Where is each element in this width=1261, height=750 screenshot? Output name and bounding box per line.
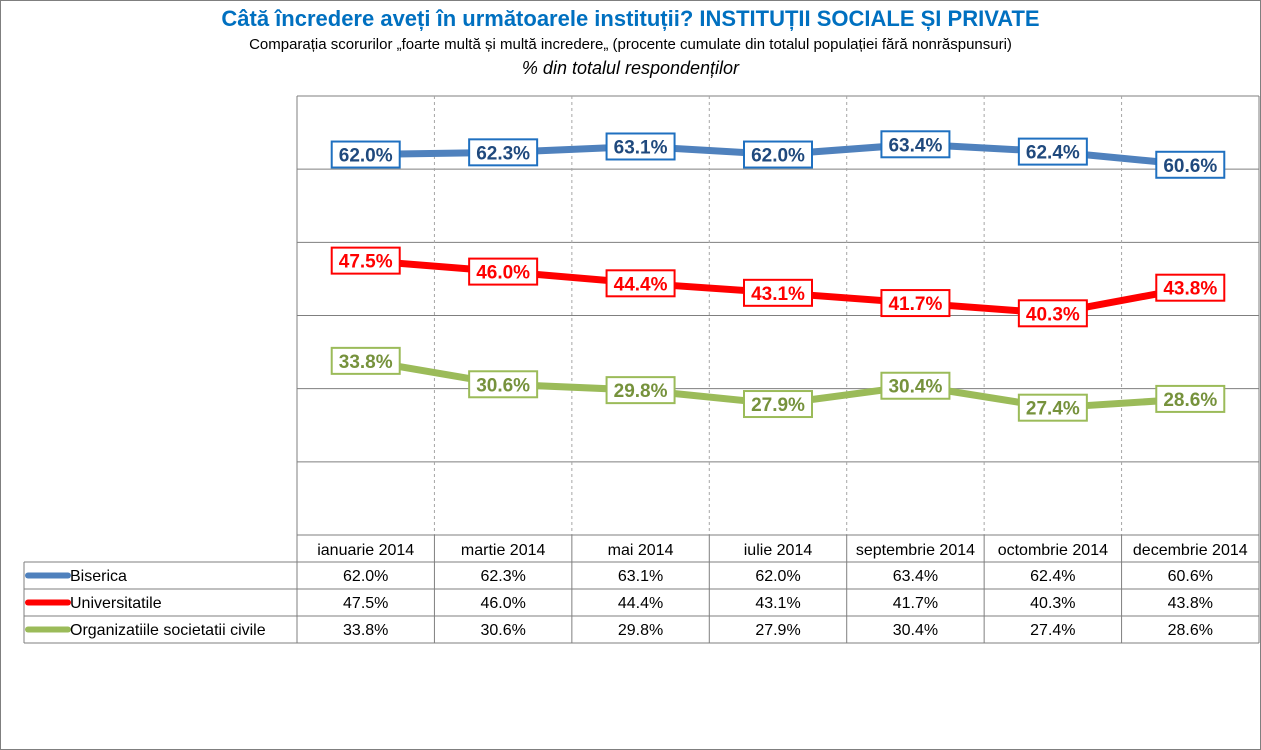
data-label-box [880,371,951,400]
table-cell: 27.4% [1030,622,1075,639]
data-label-box [880,130,951,159]
legend-label: Biserica [70,568,127,585]
data-label: 30.6% [476,375,530,396]
category-label: mai 2014 [608,542,674,559]
data-label: 29.8% [614,381,668,402]
data-label: 62.0% [339,146,393,167]
table-cell: 62.3% [480,568,525,585]
data-label-box [605,132,676,161]
data-label-box [468,370,539,399]
table-cell: 33.8% [343,622,388,639]
table-cell: 62.4% [1030,568,1075,585]
data-label-box [1155,384,1226,413]
table-cell: 40.3% [1030,595,1075,612]
data-label-box [1155,150,1226,179]
chart-title: Câtă încredere aveți în următoarele inst… [221,6,1040,31]
data-label: 28.6% [1163,390,1217,411]
data-label-box [605,376,676,405]
legend-label: Organizatiile societatii civile [70,622,266,639]
data-label-box [468,257,539,286]
data-label-box [1017,137,1088,166]
chart-subtitle: Comparația scorurilor „foarte multă și m… [249,36,1012,53]
data-label: 43.1% [751,284,805,305]
table-cell: 46.0% [480,595,525,612]
table-cell: 63.1% [618,568,663,585]
data-label: 63.1% [614,137,668,158]
data-label: 40.3% [1026,304,1080,325]
category-label: martie 2014 [461,542,546,559]
data-label-box [743,140,813,169]
data-label: 27.9% [751,395,805,416]
table-cell: 44.4% [618,595,663,612]
category-label: iulie 2014 [744,542,813,559]
data-label-box [1017,299,1088,328]
table-cell: 62.0% [343,568,388,585]
data-label: 62.4% [1026,143,1080,164]
category-label: decembrie 2014 [1133,542,1248,559]
table-cell: 29.8% [618,622,663,639]
data-label-box [1017,393,1088,422]
data-label-box [605,269,676,298]
data-label: 63.4% [888,135,942,156]
data-label-box [330,140,401,169]
table-cell: 47.5% [343,595,388,612]
data-label-box [468,138,539,167]
table-cell: 30.6% [480,622,525,639]
data-label: 47.5% [339,252,393,273]
data-label: 62.3% [476,143,530,164]
category-label: septembrie 2014 [856,542,975,559]
category-label: ianuarie 2014 [317,542,414,559]
legend-label: Universitatile [70,595,162,612]
data-label: 46.0% [476,263,530,284]
table-cell: 41.7% [893,595,938,612]
table-cell: 30.4% [893,622,938,639]
data-label-box [743,278,813,307]
table-cell: 62.0% [755,568,800,585]
data-label-box [880,289,951,318]
table-cell: 43.1% [755,595,800,612]
data-label: 43.8% [1163,279,1217,300]
data-label: 30.4% [888,377,942,398]
category-label: octombrie 2014 [998,542,1108,559]
data-label-box [330,246,401,275]
data-label-box [743,390,813,419]
data-label: 44.4% [614,274,668,295]
data-label: 33.8% [339,352,393,373]
table-cell: 28.6% [1168,622,1213,639]
data-label: 60.6% [1163,156,1217,177]
table-cell: 27.9% [755,622,800,639]
table-cell: 60.6% [1168,568,1213,585]
data-label-box [1155,273,1226,302]
chart-units: % din totalul respondenților [521,58,740,78]
data-label: 27.4% [1026,399,1080,420]
data-label: 62.0% [751,146,805,167]
table-cell: 43.8% [1168,595,1213,612]
data-label-box [330,346,401,375]
table-cell: 63.4% [893,568,938,585]
data-label: 41.7% [888,294,942,315]
